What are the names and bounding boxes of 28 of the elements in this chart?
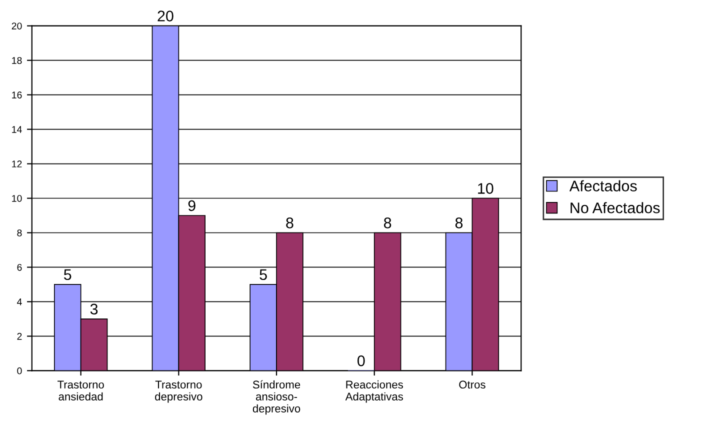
data-label: 5: [260, 269, 267, 280]
data-label: 9: [188, 200, 196, 212]
y-tick-label: 6: [17, 264, 22, 271]
y-tick-label: 0: [17, 367, 22, 374]
legend-label: No Afectados: [570, 202, 660, 214]
data-label: 20: [158, 10, 174, 22]
y-tick-label: 16: [12, 92, 22, 98]
y-tick-label: 12: [12, 160, 22, 168]
data-label: 5: [64, 269, 72, 280]
y-tick-label: 20: [12, 22, 22, 30]
data-label: 3: [90, 304, 98, 315]
data-label: 0: [357, 355, 365, 366]
y-tick-label: 8: [17, 229, 22, 236]
legend-label: Afectados: [569, 180, 637, 192]
y-tick-label: 14: [12, 126, 22, 133]
y-tick-label: 2: [17, 332, 22, 340]
data-label: 10: [478, 183, 494, 194]
x-tick-label: Otros: [459, 380, 486, 389]
y-tick-label: 18: [12, 57, 22, 64]
x-tick-label: Trastorno ansiedad: [58, 380, 104, 401]
x-tick-label: Síndrome ansioso- depresivo: [252, 380, 300, 415]
y-tick-label: 10: [12, 194, 22, 202]
data-label: 8: [455, 218, 463, 228]
x-tick-label: Trastorno depresivo: [155, 380, 202, 403]
data-label: 8: [286, 218, 294, 228]
data-label: 8: [384, 218, 392, 228]
y-tick-label: 4: [17, 298, 22, 306]
x-tick-label: Reacciones Adaptativas: [345, 380, 403, 403]
